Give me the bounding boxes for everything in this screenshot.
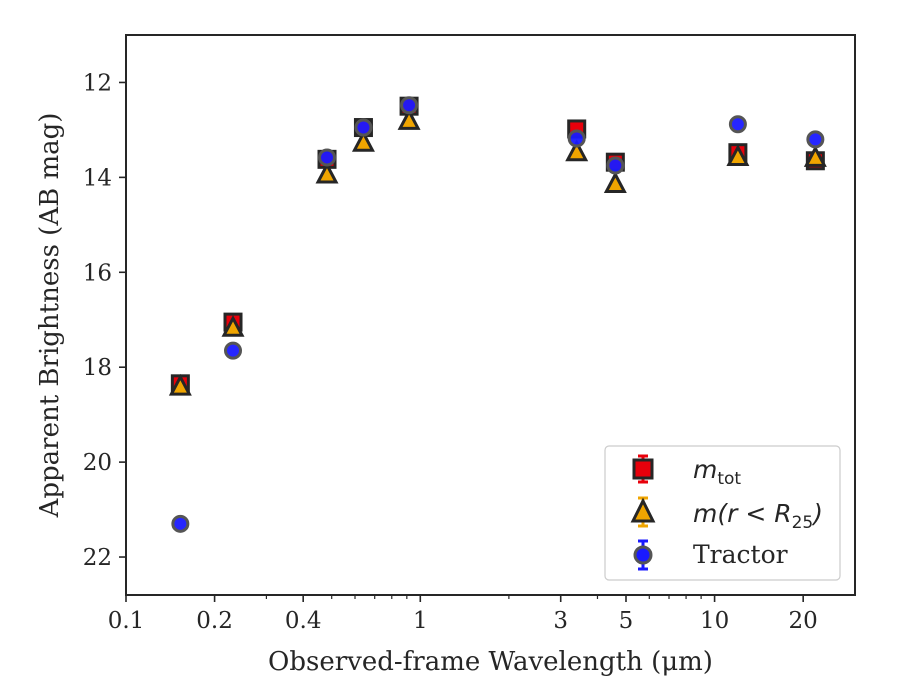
marker-m-r-r25: [168, 373, 192, 396]
legend-marker-mtot: [632, 454, 654, 484]
legend-marker-mr25: [630, 496, 656, 528]
marker-m-r-r25: [221, 315, 245, 337]
x-tick-label: 1: [413, 608, 428, 634]
marker-tractor: [606, 156, 625, 175]
legend-label-mr25: m(r < R25): [693, 499, 823, 533]
y-axis-label: Apparent Brightness (AB mag): [35, 113, 65, 519]
legend-marker-tractor: [633, 539, 653, 571]
marker-m-r-r25: [351, 129, 375, 152]
legend-label-mtot: mtot: [693, 455, 741, 489]
legend-mr25-close: ): [811, 499, 823, 528]
legend-label-tractor: Tractor: [693, 540, 788, 569]
axes-frame: [125, 34, 856, 596]
y-tick-label: 20: [83, 450, 112, 476]
legend-box: [604, 445, 841, 581]
marker-tractor: [354, 118, 373, 137]
x-tick-label: 3: [553, 608, 568, 634]
data-series: [168, 96, 827, 533]
x-tick-label: 0.1: [108, 608, 145, 634]
x-axis-label: Observed-frame Wavelength (μm): [268, 647, 713, 677]
marker-m-r-r25: [315, 161, 339, 184]
series-tractor: [171, 96, 825, 533]
marker-tractor: [224, 341, 243, 360]
x-tick-label: 5: [619, 608, 634, 634]
legend-mtot-sub: tot: [717, 469, 741, 489]
x-tick-label: 10: [700, 608, 729, 634]
x-tick-label: 20: [789, 608, 818, 634]
marker-m-r-r25: [565, 139, 589, 162]
marker-m-r-r25: [603, 171, 627, 193]
axis-ticks: 0.1 0.2 0.4 1 3 5 10 20 12 14 16 18 20 22: [83, 70, 818, 634]
legend-mr25-sub: 25: [792, 513, 814, 533]
marker-m-r-r25: [397, 108, 421, 130]
x-tick-label: 0.4: [285, 608, 322, 634]
marker-m-r-r25: [803, 145, 827, 167]
legend: mtot m(r < R25) Tractor: [604, 445, 841, 581]
marker-tractor: [567, 129, 586, 148]
marker-tractor: [171, 514, 190, 533]
marker-tractor: [806, 130, 825, 149]
marker-tractor: [318, 148, 337, 167]
marker-m-r-r25: [726, 144, 750, 166]
y-tick-label: 12: [83, 70, 112, 96]
x-tick-label: 0.2: [196, 608, 233, 634]
y-tick-label: 18: [83, 355, 112, 381]
legend-mtot-main: m: [693, 455, 717, 484]
y-tick-label: 16: [83, 260, 112, 286]
y-tick-label: 14: [83, 165, 112, 191]
marker-tractor: [400, 96, 419, 115]
legend-mr25-main: m(r < R: [693, 499, 792, 528]
y-tick-label: 22: [83, 545, 112, 571]
series-m-r-r25: [168, 108, 827, 396]
marker-tractor: [728, 115, 747, 134]
